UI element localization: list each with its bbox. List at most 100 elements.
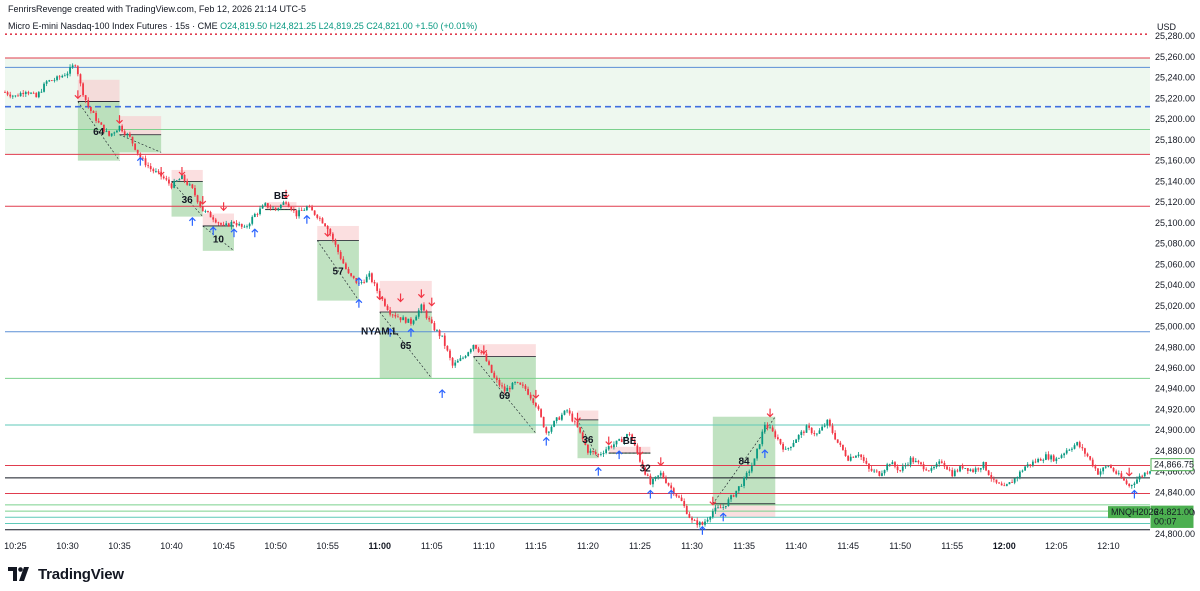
candle-body bbox=[639, 453, 641, 462]
candle-body bbox=[961, 466, 964, 469]
candle-body bbox=[384, 299, 386, 306]
symbol-line: Micro E-mini Nasdaq-100 Index Futures · … bbox=[8, 21, 477, 31]
buy-arrow-icon bbox=[188, 216, 196, 226]
candle-body bbox=[147, 165, 150, 167]
candle-body bbox=[735, 490, 738, 497]
candle-body bbox=[35, 93, 38, 98]
candle-body bbox=[92, 111, 95, 113]
x-tick-label: 11:20 bbox=[577, 541, 599, 551]
candle-body bbox=[175, 180, 178, 182]
candle-body bbox=[990, 475, 993, 479]
candle-body bbox=[394, 314, 397, 317]
x-tick-label: 12:10 bbox=[1097, 541, 1120, 551]
trade-path-line bbox=[473, 356, 537, 434]
candle-body bbox=[279, 204, 282, 209]
candle-body bbox=[540, 409, 542, 417]
candle-body bbox=[222, 224, 225, 226]
candle-body bbox=[946, 466, 948, 470]
candle-body bbox=[800, 431, 803, 435]
candle-body bbox=[547, 431, 550, 433]
candle-body bbox=[605, 449, 608, 454]
sell-arrow-icon bbox=[574, 412, 581, 422]
candle-body bbox=[282, 202, 285, 205]
candle-body bbox=[186, 180, 189, 185]
candle-body bbox=[1099, 471, 1102, 475]
y-tick-label: 25,180.00 bbox=[1155, 135, 1195, 145]
trade-label: 10 bbox=[213, 234, 225, 245]
candle-body bbox=[896, 466, 899, 471]
price-chart[interactable]: 64 36 10 BE 57 65 69 36 BE 84 32 NYAM.L USD25,280.0… bbox=[0, 0, 1200, 555]
x-tick-label: 12:05 bbox=[1045, 541, 1068, 551]
candle-body bbox=[365, 276, 368, 283]
candle-body bbox=[914, 460, 917, 463]
candle-body bbox=[912, 457, 915, 463]
trade-stop-zone bbox=[77, 79, 120, 102]
candle-body bbox=[594, 452, 597, 455]
candle-body bbox=[324, 223, 326, 226]
candle-body bbox=[519, 382, 522, 385]
candle-body bbox=[998, 482, 1000, 484]
candle-body bbox=[79, 74, 82, 84]
candle-body bbox=[443, 335, 446, 346]
buy-arrow-icon bbox=[230, 228, 238, 238]
candle-body bbox=[11, 95, 14, 97]
candle-body bbox=[899, 470, 902, 471]
candle-body bbox=[1136, 479, 1138, 484]
x-tick-label: 11:15 bbox=[525, 541, 547, 551]
candle-body bbox=[6, 92, 9, 95]
candle-body bbox=[4, 92, 6, 94]
candle-body bbox=[920, 462, 922, 465]
candle-body bbox=[417, 310, 420, 317]
candle-body bbox=[763, 424, 766, 432]
candle-body bbox=[771, 427, 774, 432]
candle-body bbox=[118, 125, 121, 131]
buy-arrow-icon bbox=[761, 449, 769, 459]
candle-body bbox=[199, 202, 202, 207]
candle-body bbox=[537, 406, 540, 410]
candle-body bbox=[246, 226, 248, 228]
candle-body bbox=[100, 122, 103, 125]
trade-stop-zone bbox=[119, 116, 162, 135]
symbol-title: Micro E-mini Nasdaq-100 Index Futures · … bbox=[8, 21, 218, 31]
currency-label: USD bbox=[1157, 22, 1177, 32]
candle-body bbox=[620, 439, 623, 443]
candle-body bbox=[550, 426, 553, 432]
candle-body bbox=[441, 335, 444, 337]
candle-body bbox=[534, 402, 537, 407]
candle-body bbox=[789, 446, 792, 449]
sell-arrow-icon bbox=[157, 167, 165, 176]
candle-body bbox=[878, 471, 881, 476]
y-tick-label: 25,060.00 bbox=[1155, 259, 1195, 269]
y-tick-label: 25,140.00 bbox=[1155, 176, 1195, 186]
candle-body bbox=[97, 120, 100, 123]
y-tick-label: 25,200.00 bbox=[1155, 114, 1195, 124]
candle-body bbox=[787, 448, 790, 449]
buy-arrow-icon bbox=[136, 156, 144, 166]
candle-body bbox=[1068, 449, 1071, 451]
candle-body bbox=[1104, 466, 1107, 468]
candle-body bbox=[831, 425, 834, 433]
candle-body bbox=[907, 464, 909, 466]
candle-body bbox=[277, 208, 280, 210]
candle-body bbox=[485, 353, 488, 362]
candle-body bbox=[469, 349, 472, 353]
candle-body bbox=[644, 467, 647, 475]
x-tick-label: 10:30 bbox=[56, 541, 79, 551]
candle-body bbox=[475, 344, 477, 349]
candle-body bbox=[194, 187, 196, 196]
candle-body bbox=[1110, 465, 1112, 468]
sell-arrow-icon bbox=[1125, 467, 1133, 477]
trade-label: 64 bbox=[93, 127, 105, 138]
candle-body bbox=[1115, 471, 1118, 474]
x-tick-label: 11:30 bbox=[681, 541, 703, 551]
candle-body bbox=[659, 472, 662, 476]
y-tick-label: 24,880.00 bbox=[1155, 446, 1195, 456]
candle-body bbox=[217, 222, 220, 224]
candle-body bbox=[285, 202, 287, 204]
candle-body bbox=[842, 444, 844, 450]
candle-body bbox=[730, 495, 732, 500]
candle-body bbox=[1143, 472, 1146, 477]
candle-body bbox=[316, 214, 319, 218]
candle-body bbox=[503, 386, 506, 392]
candle-body bbox=[376, 283, 379, 291]
